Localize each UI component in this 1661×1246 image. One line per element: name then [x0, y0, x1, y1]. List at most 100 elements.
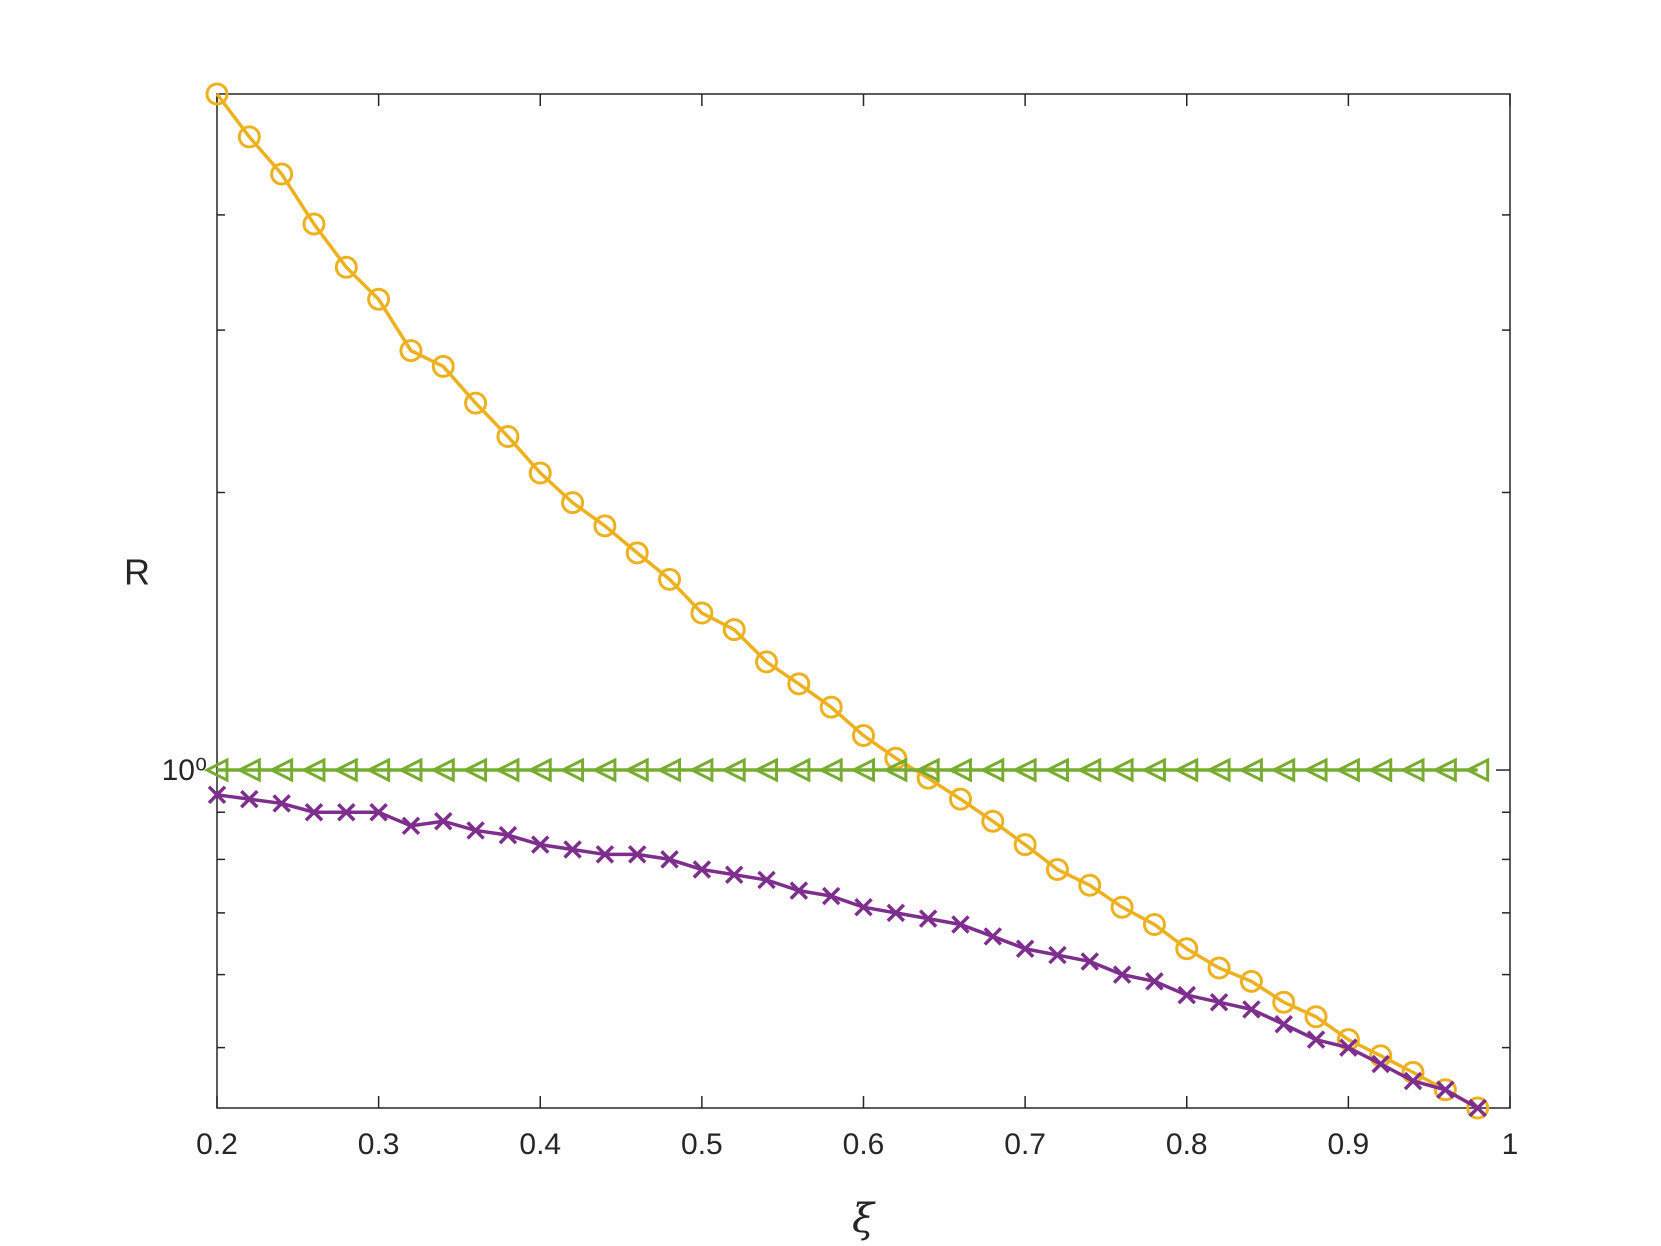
x-axis-label: ξ	[852, 1196, 876, 1242]
marker	[1399, 757, 1425, 783]
marker	[884, 746, 908, 770]
marker	[1274, 1015, 1293, 1034]
marker	[1306, 1030, 1326, 1049]
marker	[819, 695, 843, 719]
marker	[268, 757, 294, 783]
marker	[785, 757, 811, 783]
marker	[1207, 956, 1231, 980]
marker	[1078, 873, 1102, 897]
marker	[720, 757, 746, 783]
marker	[591, 757, 617, 783]
series-line	[215, 92, 1479, 1110]
marker	[237, 125, 261, 149]
marker	[431, 354, 455, 378]
marker	[882, 757, 908, 783]
marker	[755, 650, 779, 674]
marker	[203, 757, 229, 783]
marker	[334, 255, 358, 279]
marker	[1044, 757, 1069, 783]
marker	[1141, 757, 1166, 783]
marker	[850, 757, 875, 783]
plot-area	[216, 93, 1511, 1109]
marker	[563, 840, 582, 859]
marker	[1177, 985, 1196, 1005]
marker	[559, 757, 585, 783]
x-tick-label: 0.7	[1004, 1128, 1046, 1161]
marker	[1371, 1054, 1390, 1074]
marker	[240, 789, 259, 809]
x-tick-label: 0.6	[843, 1128, 885, 1161]
marker	[1011, 757, 1037, 783]
marker	[496, 425, 520, 449]
marker	[498, 825, 518, 845]
x-tick-label: 0.9	[1328, 1128, 1370, 1161]
marker	[302, 212, 326, 236]
x-tick-label: 0.4	[519, 1128, 561, 1161]
marker	[1145, 972, 1164, 991]
marker	[367, 287, 391, 311]
marker	[1270, 757, 1296, 783]
marker	[852, 724, 875, 748]
y-axis-label: R	[124, 552, 150, 593]
marker	[690, 601, 714, 625]
marker	[300, 757, 326, 783]
marker	[1302, 757, 1328, 783]
marker	[526, 757, 552, 783]
marker	[722, 618, 746, 642]
marker	[205, 82, 229, 106]
marker	[270, 162, 294, 186]
marker	[464, 391, 488, 415]
marker	[528, 461, 552, 485]
marker	[688, 757, 714, 783]
marker	[983, 927, 1003, 946]
marker	[692, 860, 712, 879]
marker	[914, 757, 940, 783]
marker	[1272, 990, 1296, 1014]
marker	[981, 809, 1005, 833]
marker	[1015, 939, 1035, 958]
marker	[1436, 1080, 1455, 1100]
marker	[757, 870, 776, 890]
marker	[918, 909, 938, 928]
marker	[625, 541, 649, 565]
marker	[401, 816, 421, 836]
marker	[1045, 858, 1069, 882]
marker	[1048, 945, 1067, 965]
marker	[1205, 757, 1231, 783]
marker	[429, 757, 455, 783]
marker	[1110, 895, 1134, 919]
marker	[365, 757, 391, 783]
marker	[951, 915, 970, 934]
marker	[397, 757, 423, 783]
marker	[235, 757, 261, 783]
marker	[1367, 757, 1393, 783]
marker	[1142, 912, 1166, 936]
marker	[789, 881, 809, 900]
marker	[337, 802, 356, 822]
marker	[1335, 757, 1360, 783]
marker	[1466, 1096, 1490, 1120]
marker	[494, 757, 520, 783]
x-tick-label: 0.5	[681, 1128, 723, 1161]
marker	[369, 802, 388, 822]
marker	[1108, 757, 1134, 783]
marker	[1339, 1038, 1358, 1057]
marker	[854, 897, 873, 917]
marker	[304, 802, 324, 822]
marker	[1173, 757, 1199, 783]
marker	[787, 672, 811, 696]
marker	[979, 757, 1005, 783]
marker	[660, 850, 679, 869]
marker	[656, 757, 682, 783]
marker	[817, 757, 843, 783]
marker	[623, 757, 649, 783]
marker	[1433, 1078, 1457, 1102]
marker	[1013, 833, 1037, 857]
marker	[1076, 757, 1102, 783]
marker	[593, 514, 617, 538]
x-tick-label: 0.3	[358, 1128, 400, 1161]
marker	[1209, 992, 1229, 1012]
marker	[1175, 937, 1199, 961]
marker	[821, 886, 841, 906]
